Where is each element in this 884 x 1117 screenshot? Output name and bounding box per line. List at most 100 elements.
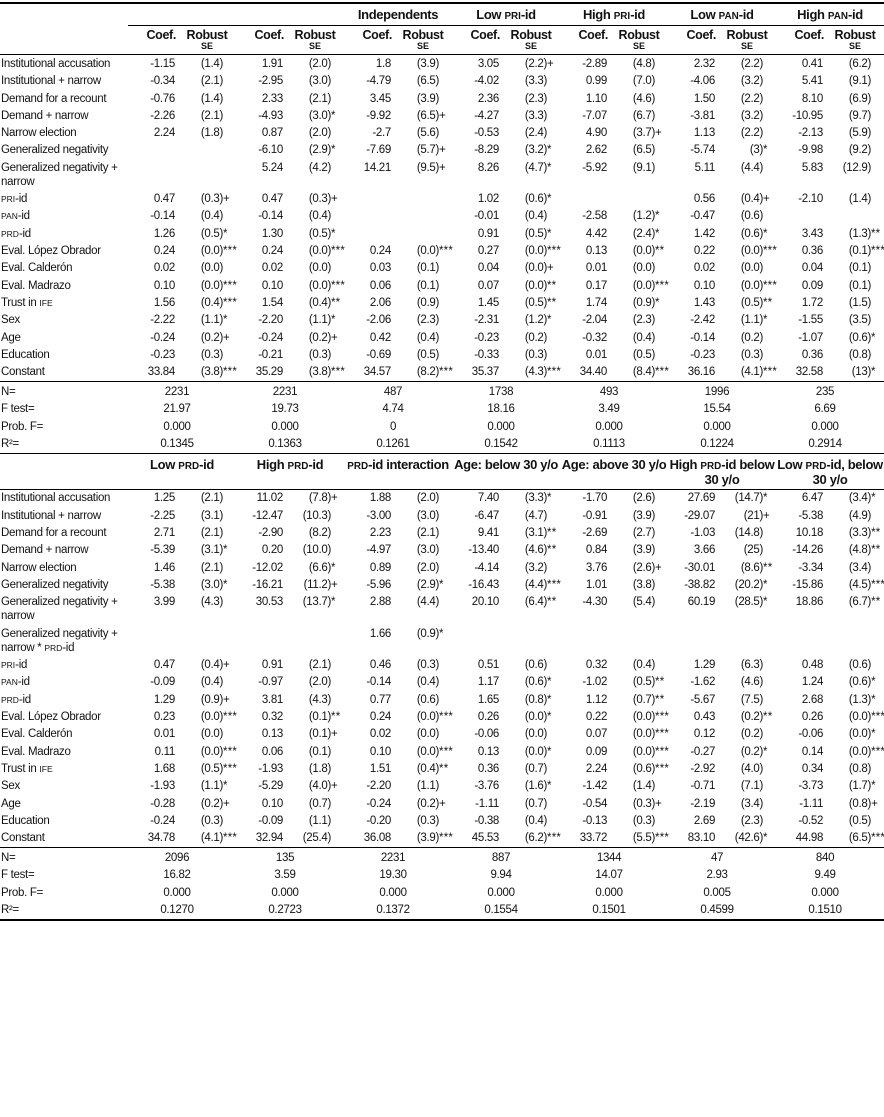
small-caps-acronym: PRI [1,660,16,670]
subheader-row: Coef. Robust SE Coef. Robust SE Coef. Robust SE C… [0,25,884,56]
coef-cell: -5.38 [798,509,824,522]
se-cell: (9.1) [632,161,655,174]
se-cell: (13.7)* [302,596,336,609]
coef-cell: -0.38 [474,814,500,827]
se-cell: (2.2) [740,57,763,70]
se-cell: (1.4) [200,92,223,105]
row-label: Generalized negativity + narrow * PRD-id [1,627,118,654]
se-cell: (21)+ [743,509,770,522]
coef-cell: 33.84 [147,366,176,379]
se-cell: (0.4) [632,659,656,671]
stat-value: 19.73 [271,403,299,416]
coef-cell: 1.29 [153,693,175,706]
coef-cell: -5.74 [690,144,715,157]
se-cell: (0.3)+ [308,193,338,206]
coef-cell: -12.02 [252,561,284,574]
se-cell: (4.1)*** [200,832,238,845]
row-label: Narrow election [1,561,77,574]
coef-cell: -0.32 [582,331,607,344]
se-cell: (2.1) [200,75,223,88]
se-cell: (3.0) [416,509,440,522]
coef-cell: 0.77 [369,693,392,706]
se-cell: (0.6)*** [632,762,670,775]
coef-cell: -0.14 [150,210,175,223]
se-cell: (0.3)+ [632,797,662,810]
coef-cell [668,625,718,656]
se-cell: (0.7) [524,797,548,810]
se-cell: (4.6) [632,92,655,105]
se-cell: (0.0)*** [416,710,454,723]
coef-cell [128,625,178,656]
coef-cell: -10.95 [792,109,823,122]
se-cell: (6.7) [632,109,655,122]
column-group-header: High PAN-id [776,3,884,26]
coef-cell: 2.88 [369,596,392,609]
se-cell: (0.4)*** [200,297,238,309]
se-cell: (0.6)* [848,331,876,344]
coef-cell: 0.36 [801,348,823,361]
se-cell: (2.1) [308,659,332,671]
coef-cell: -4.02 [474,75,499,88]
se-cell: (0.5)* [308,227,336,240]
se-cell: (2.0) [308,57,331,70]
coef-cell: -4.97 [366,544,392,557]
se-cell: (0.5)** [524,297,557,309]
se-cell: (0.4) [416,331,439,344]
table-row: Narrow election 2.24 (1.8) 0.87 (2.0) -2.7 (5.… [0,125,884,142]
row-label: Institutional + narrow [1,509,101,522]
table-row: Education -0.24 (0.3) -0.09 (1.1) -0.20 (0.3) -… [0,812,884,829]
se-cell: (5.4) [632,596,656,609]
stat-value: 0.000 [811,886,839,899]
coef-cell: 0.09 [801,279,823,292]
coef-cell: -2.89 [582,57,607,70]
table-row: Constant 33.84 (3.8)*** 35.29 (3.8)*** 34.57 (… [0,364,884,382]
se-cell: (0.4)+ [200,659,230,671]
coef-cell: 27.69 [687,492,716,505]
row-label: Demand + narrow [1,109,89,122]
coef-cell: 5.83 [801,161,823,174]
se-cell: (0.0)*** [200,710,238,723]
coef-cell: 0.46 [369,659,392,671]
se-cell: (2.2) [740,92,763,105]
coef-cell: 0.84 [585,544,608,557]
coef-cell: 0.36 [801,245,823,258]
small-caps-acronym: IFE [39,298,53,308]
row-label: Eval. Calderón [1,728,73,741]
se-cell [610,625,668,656]
table-row: Institutional accusation 1.25 (2.1) 11.02 (7… [0,489,884,507]
se-cell: (0.6)* [848,676,876,689]
coef-cell: -9.98 [798,144,823,157]
se-cell: (12.9) [842,161,872,174]
table-row: Demand + narrow -2.26 (2.1) -4.93 (3.0)* -9.9… [0,107,884,124]
se-cell: (0.4)** [416,762,449,775]
coef-cell: -29.07 [684,509,716,522]
coef-cell: -2.22 [150,314,175,327]
se-cell: (9.2) [848,144,871,157]
coef-cell [776,625,826,656]
coef-cell: 3.45 [369,92,391,105]
subheader-coef: Coef. [668,25,718,56]
se-cell: (8.2) [308,527,332,540]
se-cell [394,208,452,225]
coef-cell: 0.26 [801,710,824,723]
se-cell: (3.4)* [848,492,876,505]
coef-cell: -1.70 [582,492,608,505]
coef-cell: -4.14 [474,561,500,574]
coef-cell: 0.32 [585,659,608,671]
coef-cell: 1.02 [477,193,499,206]
stat-value: 0.1270 [160,903,194,916]
se-cell: (0.0)*** [200,279,238,292]
coef-cell [236,625,286,656]
se-cell: (0.4) [308,210,331,223]
se-cell: (0.6)* [740,227,768,240]
coef-cell: 5.41 [801,75,823,88]
coef-cell [452,625,502,656]
se-cell: (0.4)+ [740,193,770,206]
table-row: Eval. López Obrador 0.24 (0.0)*** 0.24 (0.0)… [0,243,884,260]
coef-cell: -0.71 [690,780,716,793]
se-cell: (3.9) [416,92,439,105]
stat-value: 0.1363 [268,438,302,450]
coef-cell: 0.26 [477,710,500,723]
se-cell: (0.4) [200,676,224,689]
coef-cell: 9.41 [477,527,500,540]
